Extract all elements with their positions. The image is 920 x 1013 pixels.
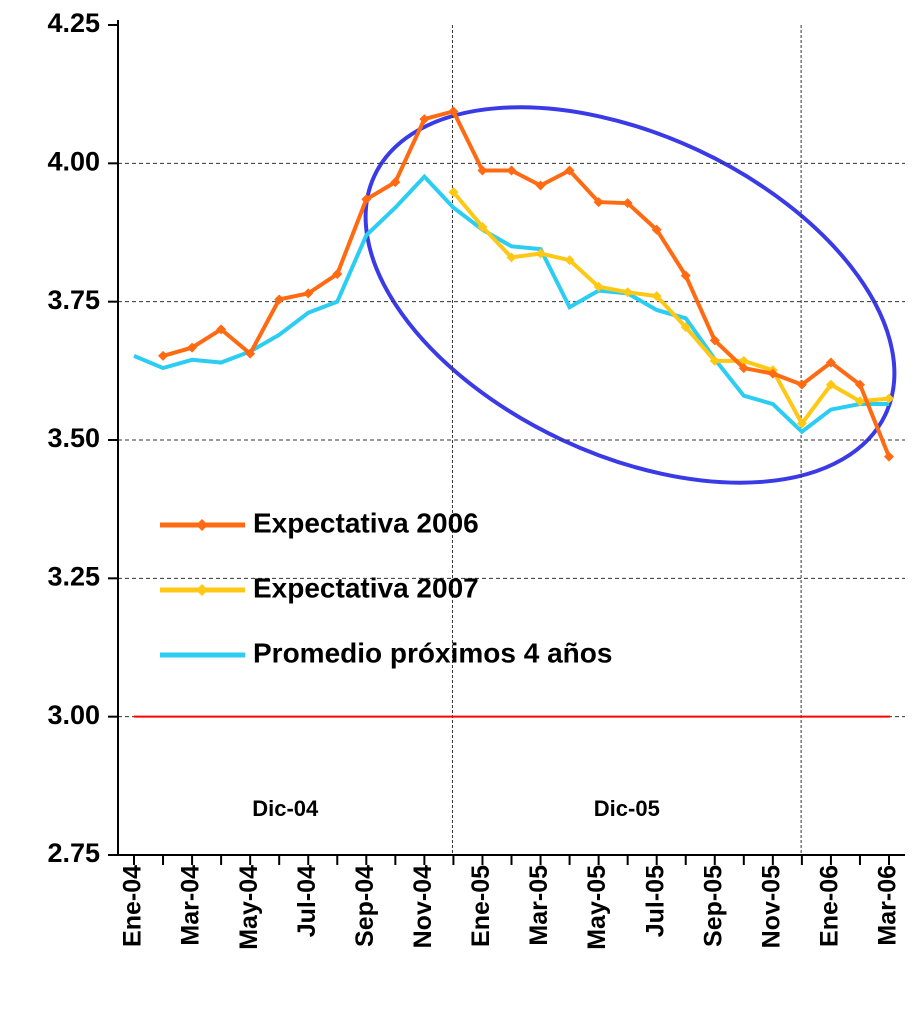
point-marker: [854, 379, 865, 390]
point-marker: [709, 335, 720, 346]
x-tick-label: Mar-04: [177, 865, 205, 946]
legend-marker: [196, 584, 208, 596]
x-tick-label: Ene-06: [816, 865, 844, 947]
y-tick-label: 3.50: [47, 423, 100, 453]
point-marker: [477, 221, 488, 232]
point-marker: [564, 165, 575, 176]
point-marker: [593, 197, 604, 208]
period-label: Dic-04: [252, 796, 319, 821]
point-marker: [361, 194, 372, 205]
series-line: [451, 190, 890, 428]
y-tick-label: 3.25: [47, 561, 100, 591]
point-marker: [622, 198, 633, 209]
y-tick-label: 4.00: [47, 146, 100, 176]
point-marker: [651, 291, 662, 302]
point-marker: [680, 322, 691, 333]
point-marker: [419, 114, 430, 125]
point-marker: [738, 363, 749, 374]
point-marker: [535, 248, 546, 259]
x-tick-label: Ene-04: [119, 865, 147, 947]
x-tick-label: Jul-05: [641, 865, 669, 937]
point-marker: [854, 396, 865, 407]
x-tick-label: Sep-05: [699, 865, 727, 947]
point-marker: [158, 350, 169, 361]
point-marker: [506, 252, 517, 263]
legend-label: Promedio próximos 4 años: [253, 637, 612, 668]
point-marker: [332, 269, 343, 279]
x-tick-label: Mar-06: [874, 865, 902, 946]
series-line: [133, 173, 889, 435]
legend-marker: [196, 519, 208, 531]
point-marker: [274, 294, 285, 305]
x-tick-label: Nov-04: [409, 865, 437, 948]
series-line: [162, 108, 891, 458]
point-marker: [767, 368, 778, 379]
x-tick-label: Jul-04: [293, 865, 321, 937]
period-label: Dic-05: [594, 796, 660, 821]
x-tick-label: Nov-05: [757, 865, 785, 948]
point-marker: [216, 324, 227, 335]
legend-label: Expectativa 2007: [253, 572, 479, 603]
point-marker: [651, 224, 662, 235]
x-tick-label: Ene-05: [467, 865, 495, 947]
x-tick-label: Mar-05: [525, 865, 553, 946]
point-marker: [390, 177, 401, 188]
point-marker: [796, 379, 807, 390]
y-tick-label: 3.00: [47, 700, 100, 730]
point-marker: [564, 255, 575, 266]
x-tick-label: May-04: [235, 865, 263, 950]
point-marker: [303, 288, 314, 299]
point-marker: [187, 342, 198, 353]
legend-label: Expectativa 2006: [253, 507, 479, 538]
point-marker: [884, 393, 894, 404]
point-marker: [245, 348, 256, 359]
point-marker: [535, 180, 546, 191]
point-marker: [593, 281, 604, 292]
highlight-ellipse: [363, 105, 897, 485]
point-marker: [506, 165, 517, 176]
point-marker: [884, 451, 894, 462]
y-tick-label: 4.25: [47, 8, 100, 38]
point-marker: [680, 270, 691, 281]
point-marker: [825, 379, 836, 390]
point-marker: [477, 165, 488, 176]
point-marker: [709, 355, 720, 366]
x-tick-label: Sep-04: [351, 865, 379, 947]
x-tick-label: May-05: [583, 865, 611, 950]
point-marker: [622, 287, 633, 298]
point-marker: [825, 357, 836, 368]
y-tick-label: 3.75: [47, 285, 100, 315]
y-tick-label: 2.75: [47, 838, 100, 868]
point-marker: [448, 187, 459, 198]
point-marker: [796, 418, 807, 429]
point-marker: [448, 106, 459, 117]
